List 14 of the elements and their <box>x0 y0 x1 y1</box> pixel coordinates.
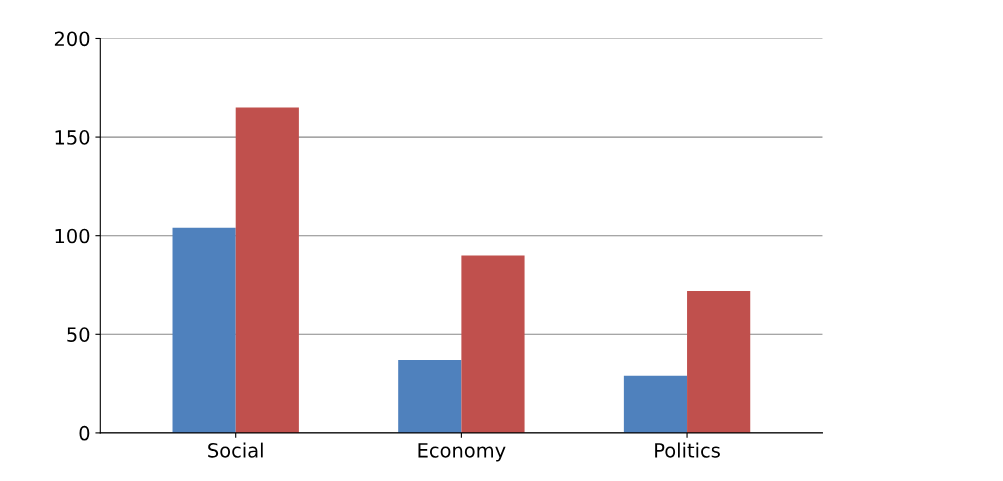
x-tick-label: Economy <box>418 443 506 462</box>
x-tick-label: Social <box>208 442 263 458</box>
y-tick-label: 200 <box>54 31 90 47</box>
bar <box>172 227 236 433</box>
y-tick-label: 0 <box>79 425 90 441</box>
bar <box>687 290 751 433</box>
bar <box>461 255 525 433</box>
y-tick-label: 50 <box>67 327 90 342</box>
bar <box>235 107 299 433</box>
bar <box>623 375 688 433</box>
x-tick-label: Politics <box>655 442 720 458</box>
y-tick-label: 100 <box>55 228 90 244</box>
y-tick-label: 150 <box>55 130 90 145</box>
bar <box>398 359 462 433</box>
